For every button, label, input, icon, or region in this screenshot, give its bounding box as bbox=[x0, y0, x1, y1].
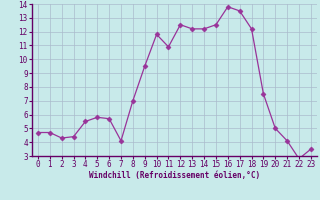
X-axis label: Windchill (Refroidissement éolien,°C): Windchill (Refroidissement éolien,°C) bbox=[89, 171, 260, 180]
